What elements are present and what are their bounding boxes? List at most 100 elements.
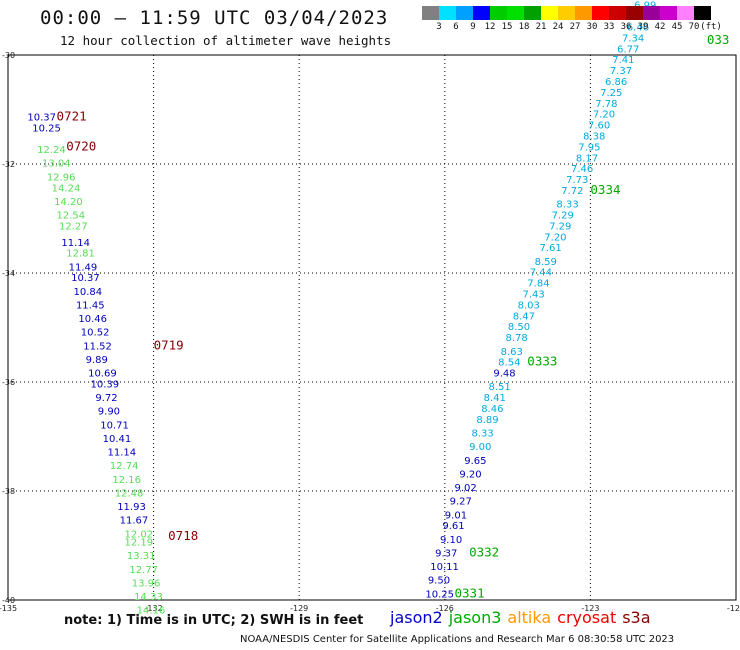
color-scale-label: 30 — [586, 22, 598, 32]
color-scale-bar — [422, 6, 711, 20]
swh-value: 9.00 — [469, 442, 491, 453]
lon-tick-label: -123 — [581, 604, 599, 613]
swh-value: 7.43 — [522, 290, 544, 301]
color-swatch — [694, 6, 711, 20]
swh-value: 10.11 — [430, 562, 459, 573]
swh-value: 12.74 — [110, 461, 139, 472]
swh-value: 8.41 — [484, 393, 506, 404]
color-swatch — [456, 6, 473, 20]
swh-value: 9.48 — [493, 369, 515, 380]
swh-value: 10.25 — [425, 589, 454, 600]
color-swatch — [643, 6, 660, 20]
swh-value: 9.20 — [459, 469, 481, 480]
swh-value: 13.31 — [127, 551, 156, 562]
map-frame — [7, 54, 737, 601]
pass-time-label: 0334 — [590, 182, 620, 197]
legend-altika: altika — [507, 608, 552, 627]
swh-value: 8.47 — [513, 311, 535, 322]
swh-value: 14.33 — [134, 592, 163, 603]
swh-value: 7.60 — [588, 121, 610, 132]
swh-value: 14.20 — [54, 197, 83, 208]
legend-jason2: jason2 — [390, 608, 443, 627]
swh-value: 8.33 — [471, 429, 493, 440]
color-scale-label: 12 — [484, 22, 496, 32]
pass-time-label: 0331 — [455, 585, 485, 600]
lon-tick-label: -135 — [0, 604, 17, 613]
swh-value: 7.25 — [600, 88, 622, 99]
swh-value: 8.63 — [501, 347, 523, 358]
color-scale-label: 21 — [535, 22, 547, 32]
swh-value: 7.29 — [549, 221, 571, 232]
swh-value: 9.72 — [95, 393, 117, 404]
color-swatch — [626, 6, 643, 20]
swh-value: 6.77 — [617, 44, 639, 55]
color-scale-label: 33 — [603, 22, 615, 32]
swh-value: 10.41 — [103, 434, 132, 445]
swh-value: 12.77 — [129, 565, 158, 576]
graticule-grid — [8, 55, 736, 600]
swh-value: 11.93 — [117, 502, 146, 513]
swh-value: 8.54 — [498, 358, 520, 369]
swh-value: 10.84 — [74, 287, 103, 298]
legend-s3a: s3a — [622, 608, 651, 627]
page-title: 00:00 — 11:59 UTC 03/04/2023 — [40, 7, 389, 29]
swh-value: 7.37 — [610, 66, 632, 77]
swh-value: 10.25 — [32, 123, 61, 134]
color-swatch — [558, 6, 575, 20]
pass-time-label: 0333 — [527, 354, 557, 369]
swh-value: 14.24 — [52, 183, 81, 194]
lat-tick-label: -30 — [2, 51, 15, 60]
swh-value: 9.10 — [440, 535, 462, 546]
swh-value: 11.49 — [69, 262, 98, 273]
swh-value: 8.33 — [556, 200, 578, 211]
swh-value: 9.50 — [428, 576, 450, 587]
swh-value: 7.20 — [593, 110, 615, 121]
swh-value: 7.20 — [544, 232, 566, 243]
swh-value: 10.69 — [88, 369, 117, 380]
swh-value: 7.46 — [571, 164, 593, 175]
swh-value: 12.27 — [59, 221, 88, 232]
swh-value: 9.61 — [442, 521, 464, 532]
swh-value: 6.86 — [605, 77, 627, 88]
pass-time-label: 0332 — [469, 544, 499, 559]
swh-value: 11.67 — [120, 516, 149, 527]
swh-value: 13.04 — [42, 159, 71, 170]
swh-value: 8.51 — [488, 382, 510, 393]
swh-value: 9.37 — [435, 548, 457, 559]
swh-value: 10.52 — [81, 328, 110, 339]
color-swatch — [507, 6, 524, 20]
lon-tick-label: -129 — [290, 604, 308, 613]
swh-value: 7.29 — [552, 211, 574, 222]
color-scale-label: 3 — [436, 22, 442, 32]
lat-tick-label: -38 — [2, 487, 15, 496]
color-scale-label: 45 — [671, 22, 683, 32]
swh-value: 10.37 — [71, 273, 100, 284]
color-scale-label: 39 — [637, 22, 649, 32]
swh-value: 10.71 — [100, 420, 129, 431]
swh-value: 8.78 — [505, 333, 527, 344]
swh-value: 7.78 — [595, 99, 617, 110]
swh-value: 12.19 — [124, 538, 153, 549]
axis-ticks: -135 -132 -129 -126 -123 -120 -30 -32 -34 -36 -38 -… — [0, 51, 740, 613]
swh-value: 6.46 — [627, 22, 649, 33]
color-swatch — [422, 6, 439, 20]
color-scale-label: 36 — [620, 22, 632, 32]
legend-jason3: jason3 — [448, 608, 502, 627]
color-swatch — [439, 6, 456, 20]
color-scale-label: 42 — [654, 22, 666, 32]
swh-value: 7.34 — [622, 33, 644, 44]
swh-value: 7.95 — [578, 142, 600, 153]
swh-value: 12.54 — [57, 211, 86, 222]
swh-value: 12.48 — [115, 488, 144, 499]
swh-value: 6.54 — [639, 0, 661, 1]
color-swatch — [609, 6, 626, 20]
lon-tick-label: -132 — [145, 604, 163, 613]
color-swatch — [677, 6, 694, 20]
color-swatch — [592, 6, 609, 20]
color-scale-label: (ft) — [700, 22, 722, 32]
swh-value: 7.44 — [530, 268, 552, 279]
color-swatch — [490, 6, 507, 20]
color-scale-label: 70 — [688, 22, 700, 32]
color-swatch — [524, 6, 541, 20]
